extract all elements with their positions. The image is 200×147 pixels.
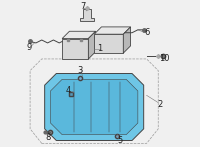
Polygon shape xyxy=(45,74,144,141)
Polygon shape xyxy=(50,79,138,135)
Text: 4: 4 xyxy=(65,86,71,95)
Text: 10: 10 xyxy=(159,54,169,64)
Text: 7: 7 xyxy=(80,2,85,11)
Polygon shape xyxy=(62,31,96,39)
Polygon shape xyxy=(94,27,131,34)
Text: 1: 1 xyxy=(97,44,103,53)
Text: 8: 8 xyxy=(45,133,50,142)
Polygon shape xyxy=(80,9,94,21)
Text: 6: 6 xyxy=(144,28,149,37)
FancyBboxPatch shape xyxy=(94,34,123,53)
Polygon shape xyxy=(88,31,96,59)
FancyBboxPatch shape xyxy=(62,39,88,59)
Text: 9: 9 xyxy=(26,43,31,52)
Text: 3: 3 xyxy=(77,66,82,75)
Text: 2: 2 xyxy=(157,100,162,109)
Polygon shape xyxy=(123,27,131,53)
Text: 5: 5 xyxy=(118,136,123,145)
